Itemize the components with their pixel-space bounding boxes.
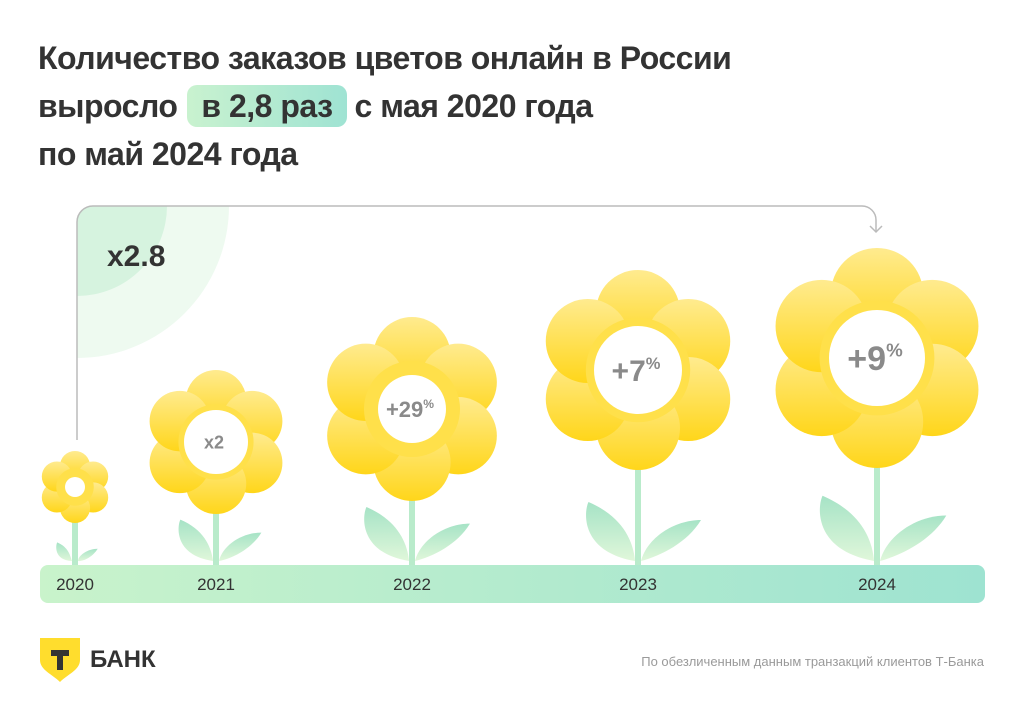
flower-2020	[41, 451, 109, 565]
leaf	[178, 519, 213, 561]
total-growth-label: x2.8	[107, 240, 165, 273]
title-highlight: в 2,8 раз	[187, 85, 347, 127]
title-post: с мая 2020 года	[354, 88, 594, 124]
t-bank-shield-icon	[40, 638, 80, 682]
leaf	[880, 515, 947, 561]
leaf	[56, 542, 72, 561]
year-label: 2024	[858, 575, 896, 594]
flower-2021: x2	[149, 370, 283, 565]
flower-2022: +29%	[327, 317, 497, 565]
flower-center	[65, 477, 85, 497]
flower-center	[829, 310, 925, 406]
growth-label: x2	[204, 432, 224, 452]
brand-name: БАНК	[90, 646, 156, 673]
leaf	[641, 520, 701, 561]
flower-2024: +9%	[775, 248, 979, 565]
flower-center	[184, 410, 248, 474]
flower-2023: +7%	[545, 270, 731, 565]
stem	[72, 487, 78, 565]
year-label: 2022	[393, 575, 431, 594]
flower-center	[594, 326, 682, 414]
total-growth-bracket: x2.8	[76, 205, 883, 440]
flower-center	[378, 375, 446, 443]
leaf	[78, 548, 98, 562]
source-note: По обезличенным данным транзакций клиент…	[641, 654, 984, 669]
title-line-1: Количество заказов цветов онлайн в Росси…	[38, 40, 732, 76]
page-title: Количество заказов цветов онлайн в Росси…	[38, 34, 732, 178]
leaf	[586, 502, 635, 561]
year-label: 2023	[619, 575, 657, 594]
growth-label: +29%	[386, 397, 434, 422]
ground-bar	[40, 565, 985, 603]
year-label: 2020	[56, 575, 94, 594]
leaf	[364, 507, 409, 561]
title-line-3: по май 2024 года	[38, 136, 298, 172]
leaf	[415, 523, 470, 561]
t-bank-logo: БАНК	[40, 638, 156, 682]
title-pre: выросло	[38, 88, 178, 124]
year-label: 2021	[197, 575, 235, 594]
leaf	[819, 495, 874, 561]
leaf	[219, 532, 262, 561]
